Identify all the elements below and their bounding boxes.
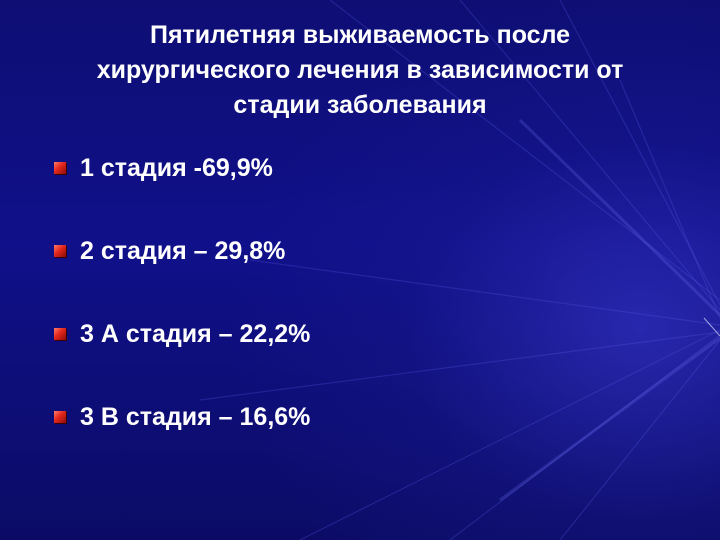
bullet-text: 3 В стадия – 16,6%: [80, 402, 311, 431]
bullet-item-stage-3a: 3 А стадия – 22,2%: [54, 314, 310, 354]
bullet-list: 1 стадия -69,9% 2 стадия – 29,8% 3 А ста…: [54, 148, 310, 480]
bullet-item-stage-1: 1 стадия -69,9%: [54, 148, 310, 188]
red-square-bullet-icon: [54, 245, 66, 257]
red-square-bullet-icon: [54, 162, 66, 174]
red-square-bullet-icon: [54, 411, 66, 423]
bullet-text: 3 А стадия – 22,2%: [80, 319, 311, 348]
bullet-item-stage-3b: 3 В стадия – 16,6%: [54, 397, 310, 437]
title-line-2: хирургического лечения в зависимости от: [96, 56, 624, 84]
bullet-text: 2 стадия – 29,8%: [80, 236, 286, 265]
slide-title: Пятилетняя выживаемость после хирургичес…: [20, 18, 700, 123]
bullet-item-stage-2: 2 стадия – 29,8%: [54, 231, 310, 271]
bullet-text: 1 стадия -69,9%: [80, 153, 273, 182]
title-line-1: Пятилетняя выживаемость после: [149, 21, 571, 49]
red-square-bullet-icon: [54, 328, 66, 340]
title-line-3: стадии заболевания: [233, 91, 487, 119]
